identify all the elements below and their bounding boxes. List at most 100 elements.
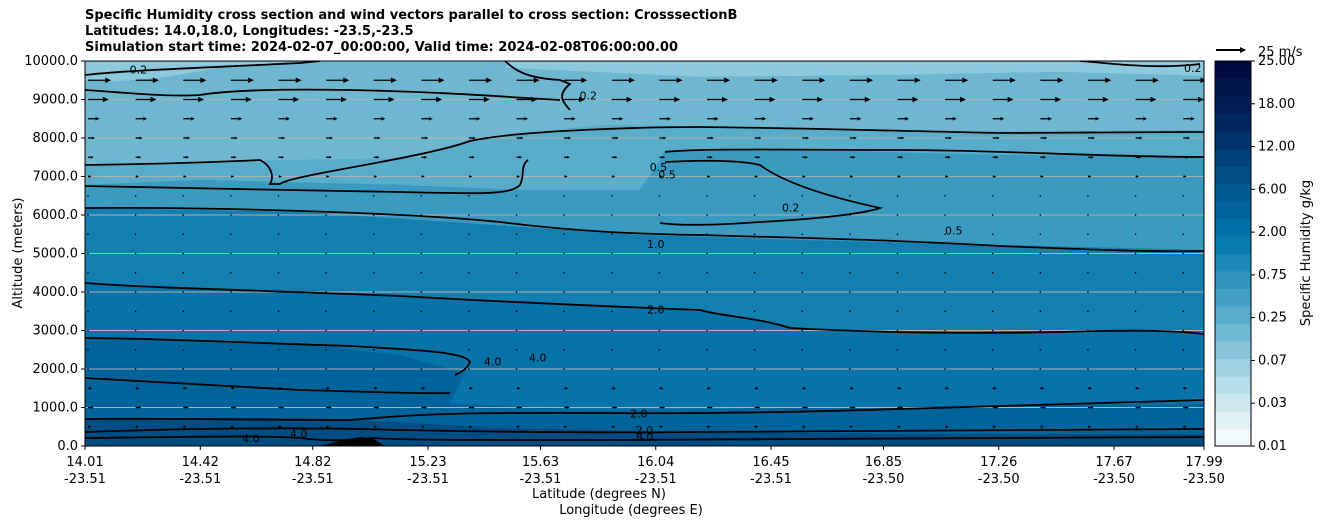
wind-vector-head <box>1139 136 1143 140</box>
wind-vector <box>372 348 375 351</box>
colorbar-frame <box>1214 60 1252 447</box>
y-axis-label: Altitude (meters) <box>11 198 26 309</box>
wind-vector-head <box>293 96 300 103</box>
wind-vector-head <box>755 175 759 178</box>
wind-vector-head <box>186 155 190 159</box>
wind-vector <box>658 310 661 313</box>
wind-vector-head <box>912 96 919 103</box>
wind-vector <box>277 233 280 236</box>
colorbar-segment <box>1215 201 1251 219</box>
wind-vector <box>849 252 851 255</box>
wind-vector-head <box>278 175 282 178</box>
colorbar-tick-label: 18.00 <box>1258 97 1295 112</box>
contour-label: 4.0 <box>529 351 547 364</box>
wind-vector <box>325 233 327 236</box>
x-tick-label-longitude: -23.51 <box>407 472 449 487</box>
wind-vector <box>1087 368 1089 370</box>
wind-vector <box>563 348 565 351</box>
colorbar-segment <box>1215 166 1251 184</box>
wind-vector-head <box>1009 77 1016 83</box>
contour-0.2-top-right <box>1079 61 1201 68</box>
wind-vector <box>515 368 518 370</box>
wind-vector-head <box>486 77 493 83</box>
wind-vector-head <box>376 406 380 409</box>
wind-vector-head <box>436 96 443 103</box>
wind-vector <box>420 368 423 370</box>
y-tick-label: 3000.0 <box>33 324 79 339</box>
colorbar-segment <box>1215 113 1251 132</box>
y-tick-label: 9000.0 <box>33 93 79 108</box>
wind-vector-head <box>769 96 776 103</box>
wind-vector-head <box>374 425 378 429</box>
wind-vector-head <box>282 136 286 140</box>
wind-vector-head <box>666 116 672 121</box>
contour-label: 4.0 <box>484 355 502 368</box>
colorbar: 25.00 18.00 12.00 6.00 2.00 0.75 0.25 0.07 0.03 0… <box>1214 54 1295 454</box>
wind-vector <box>849 271 851 274</box>
y-tick-label: 6000.0 <box>33 208 79 223</box>
x-tick-label-longitude: -23.51 <box>750 472 792 487</box>
wind-vector-head <box>612 425 616 429</box>
wind-vector-head <box>864 96 871 103</box>
wind-vector-head <box>376 155 380 159</box>
wind-vector <box>1134 252 1137 255</box>
wind-vector <box>420 252 423 255</box>
wind-vector-head <box>802 425 806 429</box>
wind-vector-head <box>628 77 635 83</box>
wind-vector <box>944 271 946 274</box>
wind-vector <box>610 310 613 313</box>
wind-vector-head <box>343 77 350 83</box>
wind-vector <box>753 368 756 370</box>
wind-vector <box>372 214 375 216</box>
wind-vector <box>991 233 994 236</box>
wind-vector <box>1087 271 1089 274</box>
wind-vector-head <box>428 116 433 121</box>
wind-vector-head <box>962 77 969 83</box>
x-tick-label-longitude: -23.51 <box>635 472 677 487</box>
contour-8.0 <box>85 435 1204 442</box>
wind-vector-head <box>803 386 807 390</box>
wind-vector-head <box>959 96 966 103</box>
wind-vector <box>230 252 232 255</box>
wind-vector <box>563 214 565 216</box>
wind-vector-head <box>1183 175 1187 178</box>
wind-vector-head <box>659 175 663 178</box>
wind-vector <box>1087 310 1089 313</box>
wind-vector <box>420 329 423 332</box>
terrain-peak <box>320 437 385 446</box>
wind-vector <box>1182 368 1184 370</box>
wind-vector <box>1134 233 1137 236</box>
wind-vector <box>325 271 327 274</box>
wind-vector <box>420 291 423 293</box>
contour-label: 8.0 <box>636 431 654 444</box>
wind-vector <box>753 271 756 274</box>
x-tick-label-longitude: -23.51 <box>179 472 221 487</box>
wind-vector-head <box>762 116 767 121</box>
wind-vector-head <box>626 96 633 103</box>
wind-vector <box>182 310 185 313</box>
wind-vector-head <box>381 116 386 121</box>
wind-vector-head <box>138 406 142 409</box>
wind-vector-head <box>581 77 588 83</box>
wind-vector-head <box>424 406 428 409</box>
wind-vector-head <box>1057 77 1064 83</box>
wind-vector-head <box>281 406 285 409</box>
wind-vector <box>230 214 232 216</box>
wind-vector-head <box>757 406 761 409</box>
wind-vector <box>563 368 565 370</box>
humidity-band-upper <box>85 61 1204 165</box>
wind-vector <box>277 368 280 370</box>
y-tick-label: 0.0 <box>57 439 78 454</box>
wind-vector-head <box>565 386 569 390</box>
wind-vector-head <box>755 425 759 429</box>
wind-vector <box>753 233 756 236</box>
wind-vector <box>801 252 804 255</box>
wind-vector-head <box>278 425 282 429</box>
wind-vector <box>610 252 613 255</box>
wind-vector-head <box>152 77 159 83</box>
colorbar-segment <box>1215 148 1251 167</box>
wind-vectors <box>87 77 1204 446</box>
wind-vector <box>896 348 899 351</box>
contour-label: 0.2 <box>782 201 800 214</box>
colorbar-segment <box>1215 358 1251 377</box>
